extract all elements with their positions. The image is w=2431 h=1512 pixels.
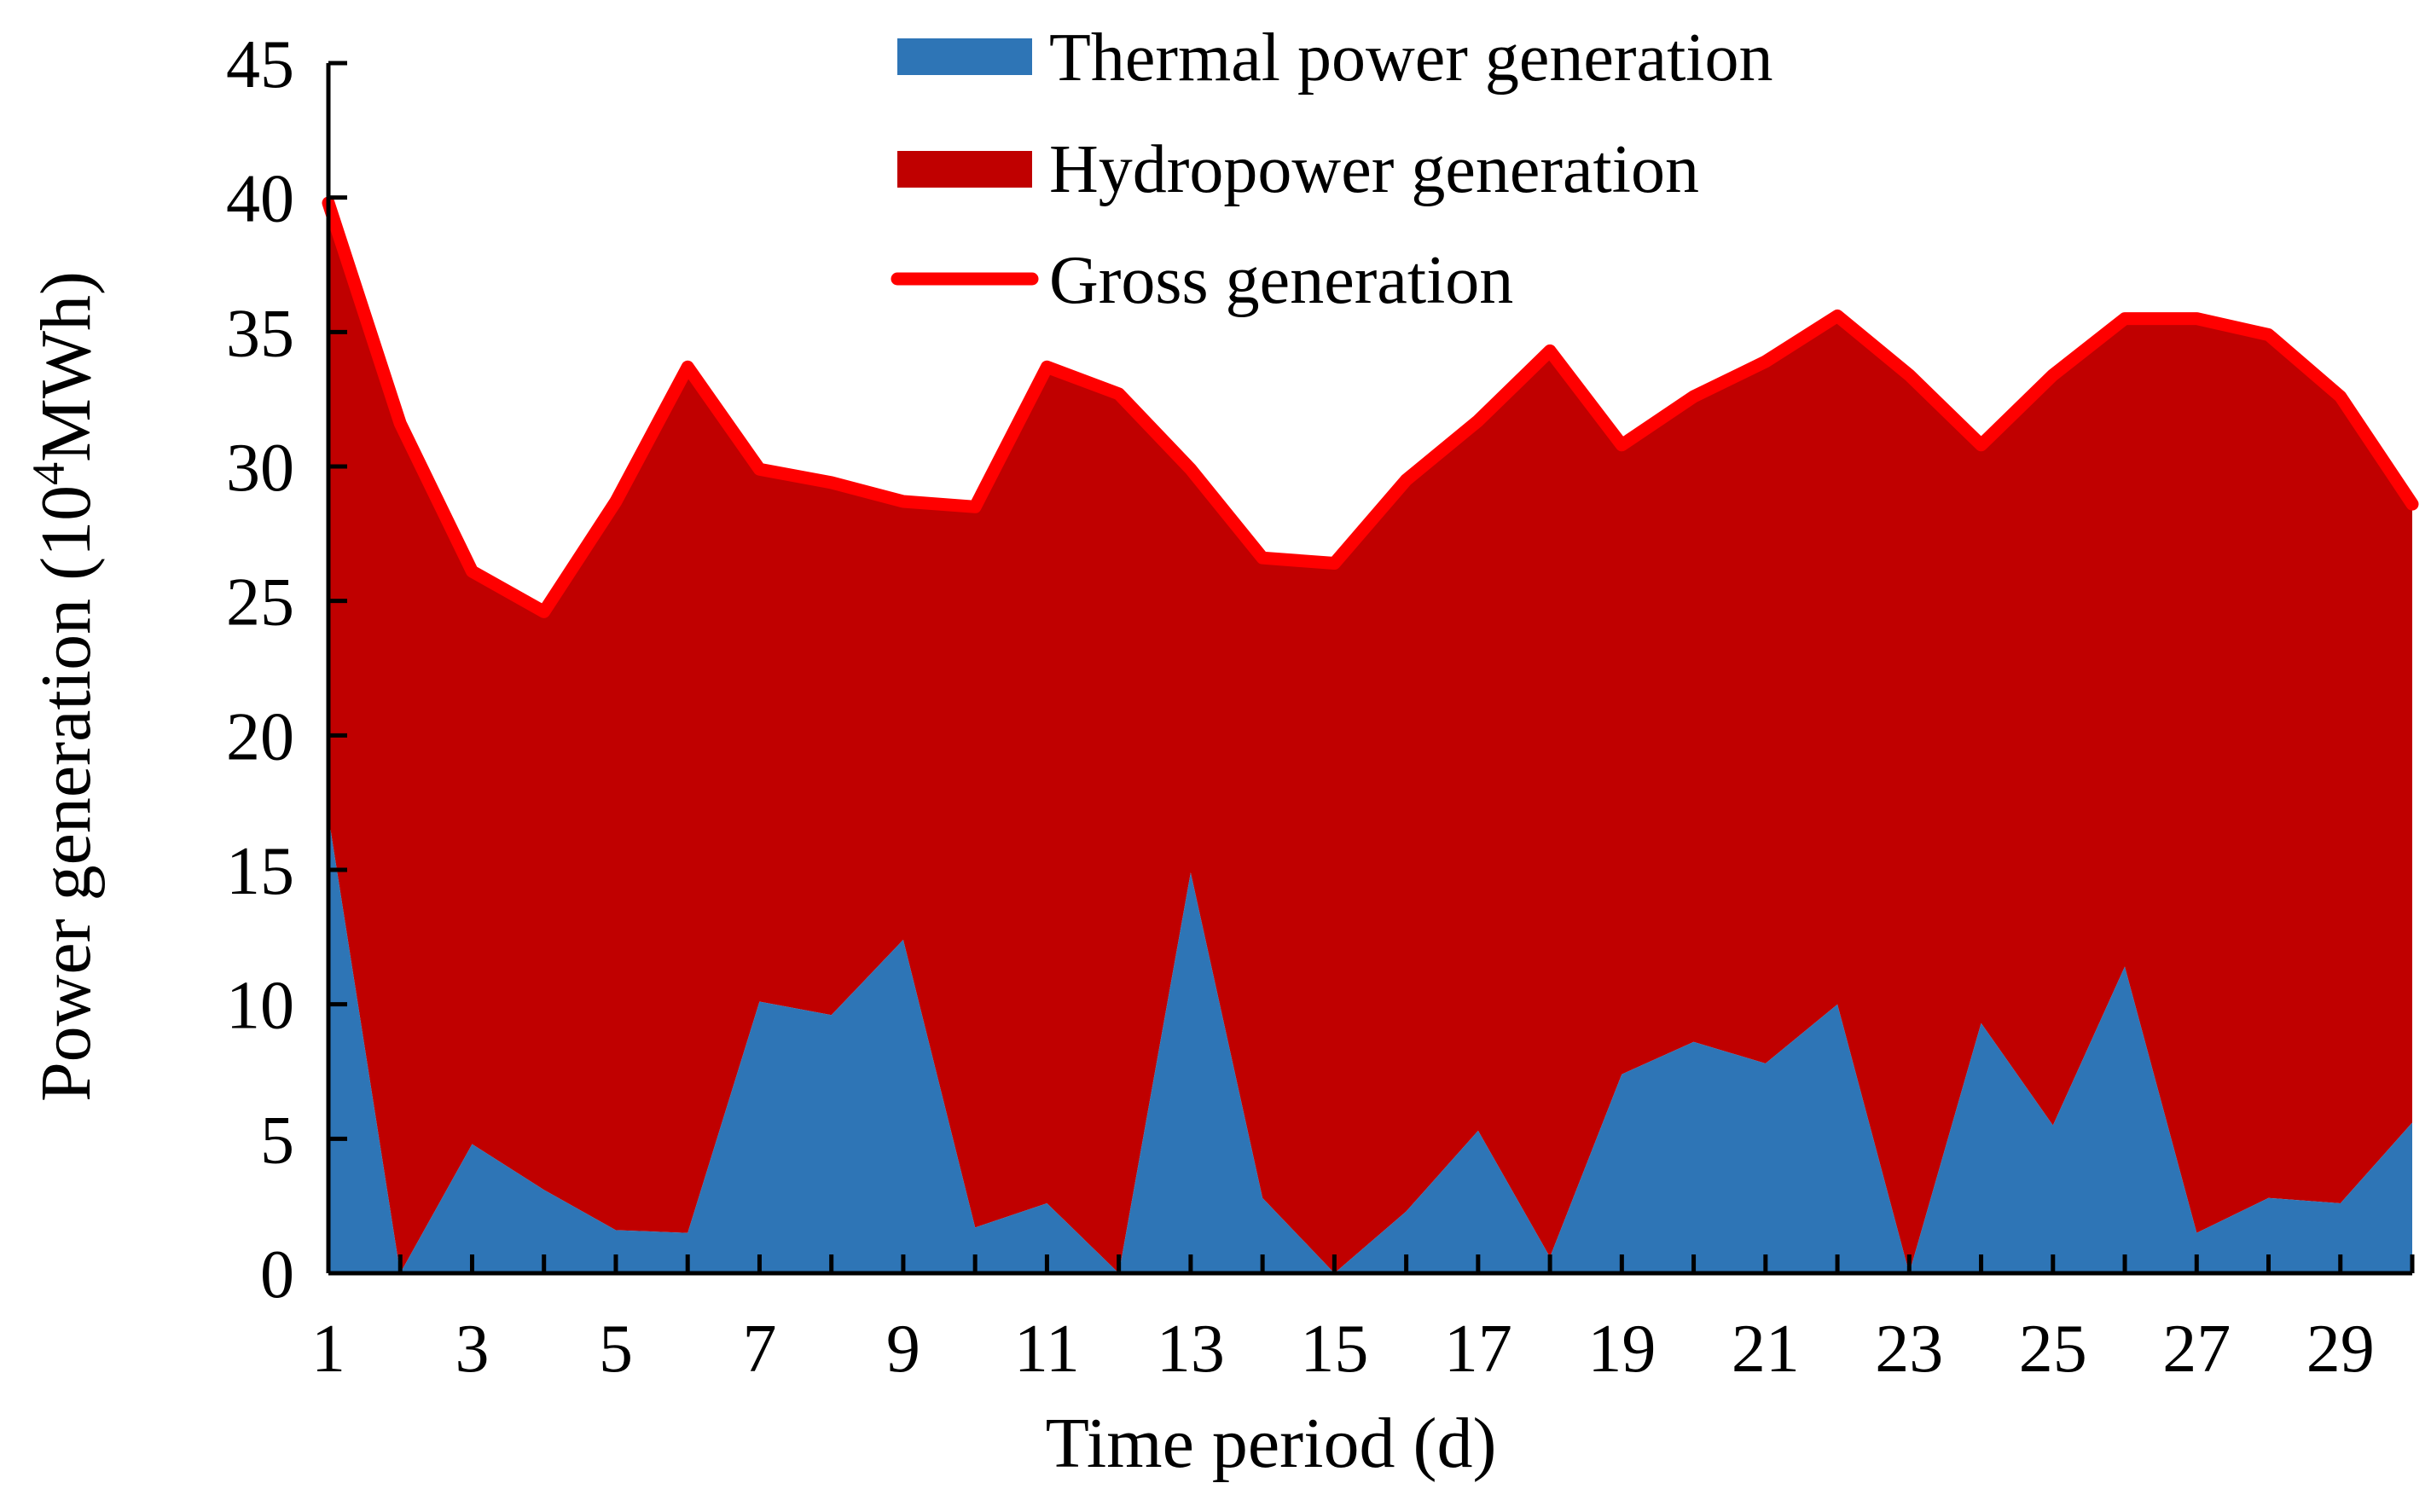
legend-swatch-hydropower	[897, 151, 1032, 188]
x-tick-label: 7	[742, 1312, 776, 1387]
line-gross-generation	[322, 196, 2419, 618]
legend-label-thermal: Thermal power generation	[1049, 20, 1773, 96]
y-tick-label: 20	[226, 699, 294, 774]
x-tick-label: 15	[1300, 1312, 1368, 1387]
x-tick-label: 5	[599, 1312, 633, 1387]
x-tick-label: 21	[1732, 1312, 1800, 1387]
y-tick-label: 15	[226, 834, 294, 909]
x-tick-label: 25	[2019, 1312, 2087, 1387]
x-tick-label: 3	[455, 1312, 489, 1387]
y-tick-label: 5	[260, 1103, 294, 1178]
axes-layer	[326, 63, 2412, 1276]
x-tick-label: 17	[1444, 1312, 1512, 1387]
y-tick-label: 30	[226, 431, 294, 506]
areas-layer	[328, 203, 2412, 1273]
line-layer	[322, 196, 2419, 618]
y-tick-label: 25	[226, 565, 294, 640]
legend: Thermal power generation Hydropower gene…	[891, 20, 1773, 318]
x-tick-label: 29	[2306, 1312, 2375, 1387]
y-axis-title-superscript: 4	[23, 462, 74, 485]
y-tick-label: 35	[226, 296, 294, 371]
legend-label-hydropower: Hydropower generation	[1049, 132, 1699, 207]
y-tick-label: 10	[226, 969, 294, 1044]
x-tick-label: 1	[311, 1312, 345, 1387]
x-tick-label: 27	[2162, 1312, 2231, 1387]
x-tick-label: 19	[1587, 1312, 1656, 1387]
area-hydropower	[328, 203, 2412, 1273]
y-tick-label: 45	[226, 27, 294, 102]
y-tick-label: 0	[260, 1237, 294, 1312]
x-tick-label: 13	[1157, 1312, 1225, 1387]
x-axis-title: Time period (d)	[1046, 1404, 1497, 1483]
y-axis-title: Power generation (104MWh)	[23, 271, 106, 1102]
area-thermal	[328, 815, 2412, 1273]
x-tick-label: 23	[1875, 1312, 1943, 1387]
legend-label-gross: Gross generation	[1049, 243, 1513, 318]
y-tick-label: 40	[226, 162, 294, 237]
legend-swatch-thermal	[897, 38, 1032, 75]
y-axis-title-main: Power generation (10	[26, 485, 106, 1102]
y-axis-title-unit: MWh)	[26, 271, 106, 462]
x-tick-label: 11	[1014, 1312, 1080, 1387]
x-tick-label: 9	[886, 1312, 920, 1387]
